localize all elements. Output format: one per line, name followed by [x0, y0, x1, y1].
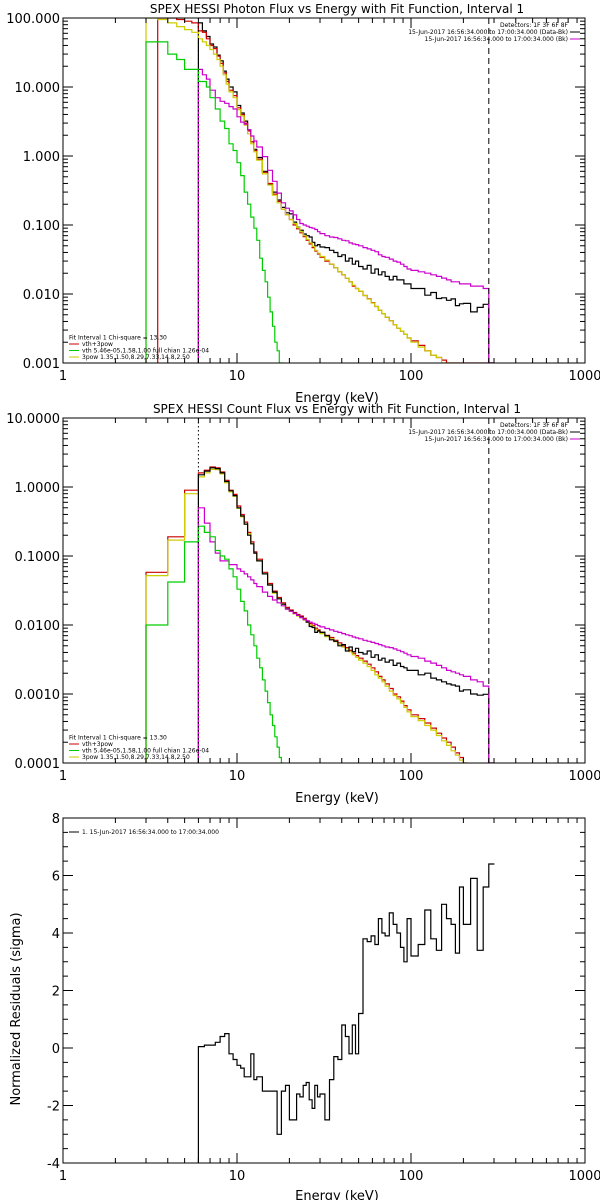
legend-entry: vth+3pow	[82, 741, 113, 748]
series-line	[197, 507, 495, 763]
axes-frame	[62, 417, 586, 764]
x-axis-label: Energy (keV)	[295, 791, 379, 806]
x-tick-label: 1	[59, 769, 67, 784]
y-tick-label: 0.1000	[15, 550, 61, 565]
legend-entry: 1. 15-Jun-2017 16:56:34.000 to 17:00:34.…	[82, 829, 219, 836]
legend-entry: vth 5.46e-05,1.58,1.00 full chian 1.26e-…	[82, 348, 209, 355]
series-group	[145, 18, 495, 363]
x-tick-label: 100	[399, 369, 424, 384]
y-tick-label: 10.000	[15, 81, 61, 96]
plot-area: 1 10 100 1000 0.0001 0.0010 0.0100 0.1000 1.0000…	[6, 412, 600, 784]
y-tick-label: 0.0001	[15, 757, 61, 772]
y-tick-label: 0.001	[23, 357, 60, 372]
legend-entry: Fit Interval 1 Chi-square = 13.30	[69, 735, 167, 742]
y-tick-label: 10.0000	[6, 412, 60, 427]
y-tick-label: 0.0100	[15, 619, 61, 634]
x-tick-label: 1000	[568, 369, 600, 384]
y-tick-label: 100.000	[6, 12, 60, 27]
y-tick-label: 4	[52, 927, 60, 942]
series-line	[197, 68, 495, 363]
series-group	[145, 466, 495, 763]
legend-entry: 3pow 1.35,1.50,8.29,7.33,14.8,2.50	[82, 354, 190, 361]
plot-area: 1 10 100 1000 0.001 0.010 0.100 1.000 10.000 100.…	[6, 12, 600, 384]
y-tick-label: 0.100	[23, 219, 60, 234]
x-tick-label: 1	[59, 369, 67, 384]
y-tick-label: -4	[47, 1157, 60, 1172]
series-line	[145, 41, 284, 363]
x-tick-label: 1000	[568, 769, 600, 784]
axes-frame	[62, 17, 586, 364]
legend-entry: 15-Jun-2017 16:56:34.000 to 17:00:34.000…	[408, 29, 568, 36]
legend-entry: Fit Interval 1 Chi-square = 13.30	[69, 335, 167, 342]
legend-entry: 15-Jun-2017 16:56:34.000 to 17:00:34.000…	[425, 436, 568, 443]
x-tick-label: 1000	[568, 1169, 600, 1184]
residuals-panel: Energy (keV) Normalized Residuals (sigma…	[9, 812, 600, 1200]
y-axis-label-group: Normalized Residuals (sigma)	[9, 912, 24, 1105]
series-line	[197, 863, 495, 1163]
x-tick-label: 10	[229, 369, 246, 384]
x-tick-label: 10	[229, 1169, 246, 1184]
y-tick-label: -2	[47, 1100, 60, 1115]
series-group	[197, 863, 495, 1163]
photon-flux-panel: SPEX HESSI Photon Flux vs Energy with Fi…	[6, 2, 600, 406]
series-line	[197, 22, 495, 363]
x-tick-label: 100	[399, 1169, 424, 1184]
series-line	[145, 525, 284, 763]
count-flux-panel: SPEX HESSI Count Flux vs Energy with Fit…	[6, 402, 600, 806]
x-tick-label: 100	[399, 769, 424, 784]
x-axis-label: Energy (keV)	[295, 1189, 379, 1200]
y-tick-label: 1.000	[23, 150, 60, 165]
series-line	[197, 467, 495, 763]
panel-title: SPEX HESSI Count Flux vs Energy with Fit…	[153, 402, 521, 416]
legend-entry: 15-Jun-2017 16:56:34.000 to 17:00:34.000…	[425, 36, 568, 43]
x-tick-label: 1	[59, 1169, 67, 1184]
legend-entry: vth 5.46e-05,1.58,1.00 full chian 1.26e-…	[82, 748, 209, 755]
legend-entry: vth+3pow	[82, 341, 113, 348]
series-line	[145, 18, 456, 363]
axes-frame	[62, 817, 586, 1164]
y-tick-label: 6	[52, 870, 60, 885]
x-axis-label: Energy (keV)	[295, 391, 379, 406]
legend-entry: 15-Jun-2017 16:56:34.000 to 17:00:34.000…	[408, 429, 568, 436]
y-tick-label: 0.010	[23, 288, 60, 303]
legend-entry: Detectors: 1F 3F 6F 8F	[500, 422, 569, 429]
legend-entry: Detectors: 1F 3F 6F 8F	[500, 22, 569, 29]
series-line	[157, 18, 495, 363]
y-tick-label: 0	[52, 1042, 60, 1057]
panel-title: SPEX HESSI Photon Flux vs Energy with Fi…	[150, 2, 524, 16]
y-axis-label: Normalized Residuals (sigma)	[9, 912, 24, 1105]
y-tick-label: 2	[52, 985, 60, 1000]
plot-area: 1 10 100 1000 -4 -2 0 2 4 6 8 1. 15-Jun-2017 16:56:…	[47, 812, 600, 1184]
y-tick-label: 0.0010	[15, 688, 61, 703]
legend-entry: 3pow 1.35,1.50,8.29,7.33,14.8,2.50	[82, 754, 190, 761]
series-line	[145, 466, 468, 763]
x-tick-label: 10	[229, 769, 246, 784]
y-tick-label: 8	[52, 812, 60, 827]
y-tick-label: 1.0000	[15, 481, 61, 496]
